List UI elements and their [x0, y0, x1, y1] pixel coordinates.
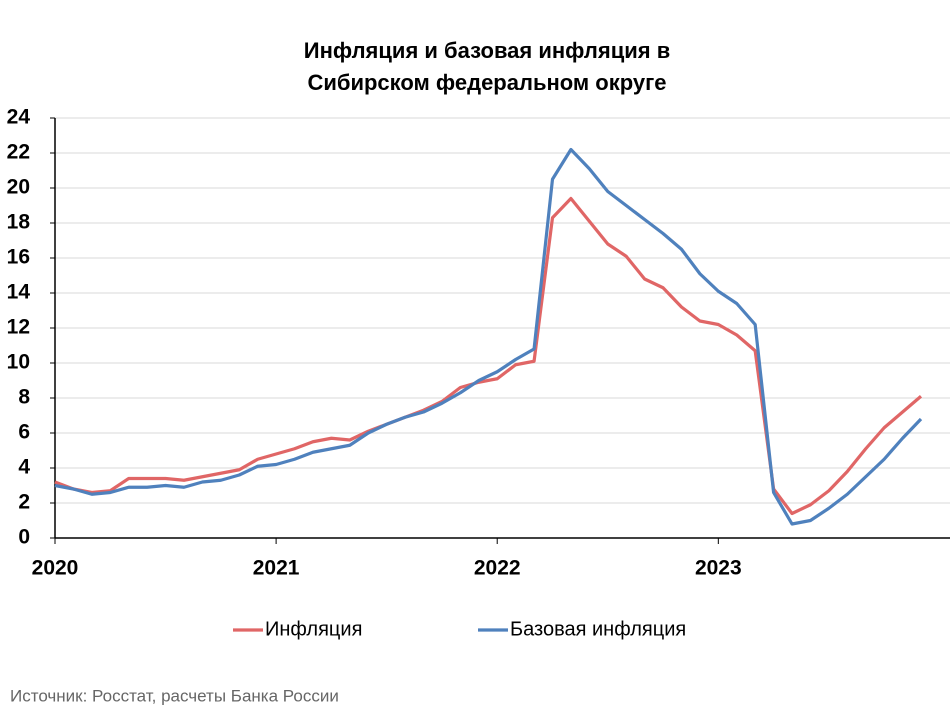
y-tick-label: 20 — [7, 176, 30, 199]
x-tick-label: 2023 — [695, 557, 742, 580]
x-tick-label: 2020 — [32, 557, 79, 580]
source: Источник: Росстат, расчеты Банка России — [10, 686, 339, 705]
y-tick-label: 18 — [7, 211, 31, 234]
chart-title: Инфляция и базовая инфляция в — [304, 38, 670, 63]
y-tick-label: 4 — [18, 456, 30, 479]
y-tick-label: 12 — [7, 316, 30, 339]
y-tick-label: 22 — [7, 141, 30, 164]
y-tick-label: 24 — [7, 106, 31, 129]
y-tick-label: 6 — [18, 421, 30, 444]
chart-title: Сибирском федеральном округе — [307, 70, 666, 95]
x-tick-label: 2021 — [253, 557, 300, 580]
y-tick-label: 14 — [7, 281, 31, 304]
y-tick-label: 0 — [18, 526, 30, 549]
legend-label: Базовая инфляция — [510, 618, 686, 640]
line-series — [54, 147, 923, 526]
y-tick-label: 16 — [7, 246, 30, 269]
y-tick-label: 10 — [7, 351, 30, 374]
legend-label: Инфляция — [265, 618, 362, 640]
x-tick-label: 2022 — [474, 557, 521, 580]
line-series — [54, 196, 923, 516]
y-tick-label: 8 — [18, 386, 30, 409]
y-tick-label: 2 — [18, 491, 30, 514]
